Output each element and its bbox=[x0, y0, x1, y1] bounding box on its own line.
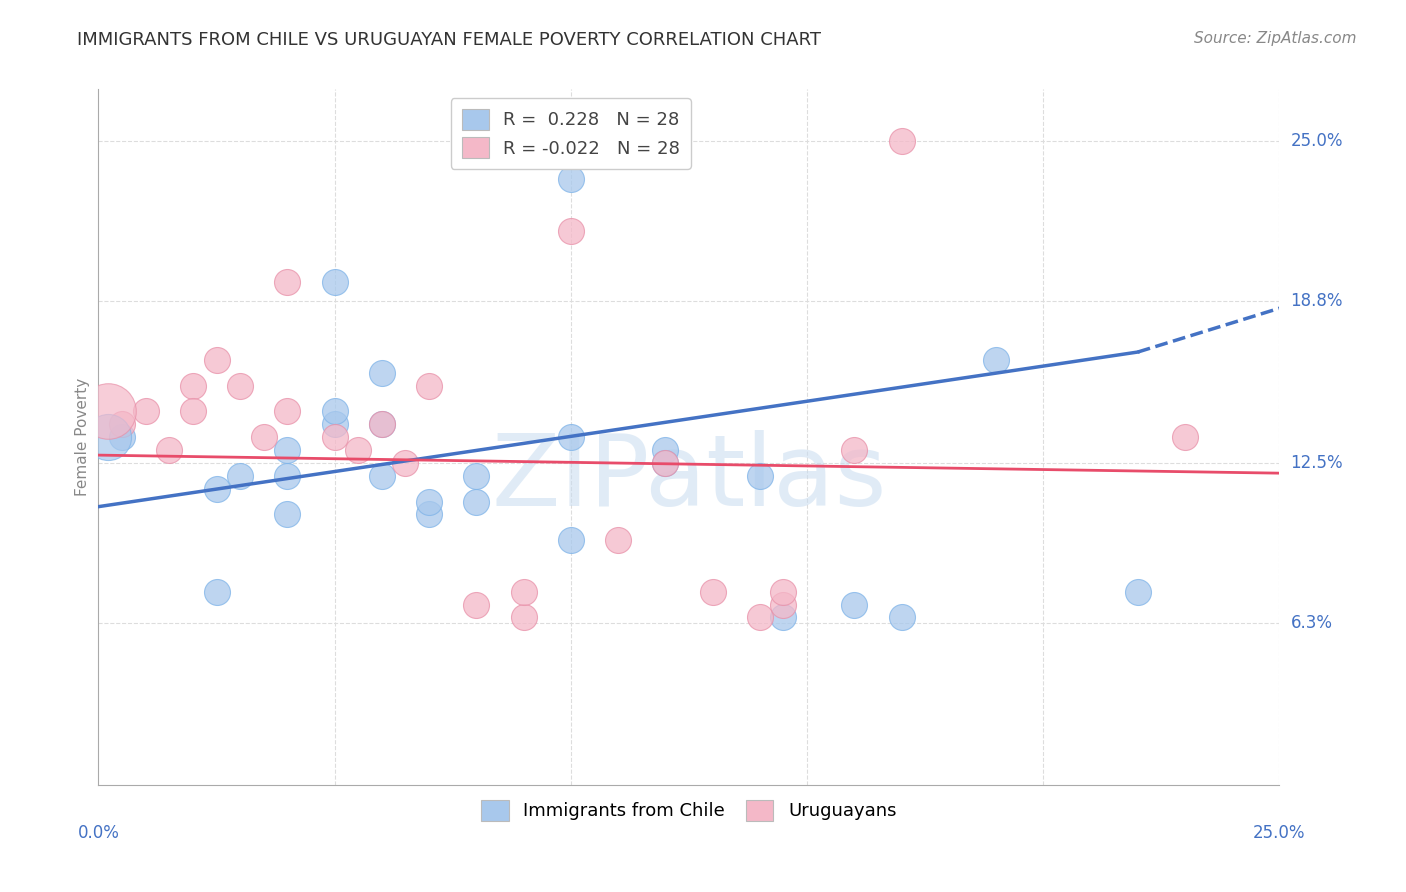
Point bbox=[111, 430, 134, 444]
Point bbox=[323, 430, 346, 444]
Point bbox=[276, 404, 298, 418]
Y-axis label: Female Poverty: Female Poverty bbox=[75, 378, 90, 496]
Point bbox=[512, 584, 534, 599]
Point bbox=[654, 442, 676, 457]
Text: Source: ZipAtlas.com: Source: ZipAtlas.com bbox=[1194, 31, 1357, 46]
Text: ZIPatlas: ZIPatlas bbox=[491, 430, 887, 527]
Point bbox=[229, 468, 252, 483]
Point bbox=[157, 442, 180, 457]
Point bbox=[97, 404, 120, 418]
Point bbox=[465, 494, 488, 508]
Point bbox=[1174, 430, 1197, 444]
Point bbox=[772, 598, 794, 612]
Point bbox=[181, 378, 204, 392]
Point bbox=[560, 224, 582, 238]
Text: 18.8%: 18.8% bbox=[1291, 292, 1343, 310]
Point bbox=[97, 430, 120, 444]
Text: 12.5%: 12.5% bbox=[1291, 454, 1343, 472]
Point bbox=[748, 468, 770, 483]
Text: 25.0%: 25.0% bbox=[1253, 824, 1306, 842]
Point bbox=[560, 430, 582, 444]
Point bbox=[276, 508, 298, 522]
Legend: Immigrants from Chile, Uruguayans: Immigrants from Chile, Uruguayans bbox=[474, 793, 904, 828]
Point bbox=[135, 404, 157, 418]
Point bbox=[560, 172, 582, 186]
Point bbox=[205, 482, 228, 496]
Point bbox=[844, 442, 866, 457]
Point bbox=[772, 610, 794, 624]
Point bbox=[371, 417, 394, 432]
Point bbox=[371, 417, 394, 432]
Point bbox=[229, 378, 252, 392]
Point bbox=[512, 610, 534, 624]
Point bbox=[205, 352, 228, 367]
Point bbox=[1126, 584, 1149, 599]
Point bbox=[276, 276, 298, 290]
Point bbox=[418, 508, 440, 522]
Point bbox=[654, 456, 676, 470]
Point bbox=[560, 533, 582, 548]
Point bbox=[890, 610, 912, 624]
Point bbox=[323, 404, 346, 418]
Text: 6.3%: 6.3% bbox=[1291, 614, 1333, 632]
Point bbox=[607, 533, 630, 548]
Point bbox=[323, 276, 346, 290]
Point bbox=[394, 456, 416, 470]
Point bbox=[181, 404, 204, 418]
Point bbox=[205, 584, 228, 599]
Point bbox=[371, 468, 394, 483]
Point bbox=[371, 366, 394, 380]
Point bbox=[465, 468, 488, 483]
Point bbox=[276, 468, 298, 483]
Point bbox=[748, 610, 770, 624]
Point bbox=[418, 378, 440, 392]
Point bbox=[890, 134, 912, 148]
Point bbox=[418, 494, 440, 508]
Point bbox=[772, 584, 794, 599]
Text: 25.0%: 25.0% bbox=[1291, 132, 1343, 150]
Point bbox=[465, 598, 488, 612]
Point bbox=[253, 430, 276, 444]
Point bbox=[347, 442, 370, 457]
Point bbox=[702, 584, 724, 599]
Point bbox=[844, 598, 866, 612]
Point bbox=[111, 417, 134, 432]
Point bbox=[323, 417, 346, 432]
Point bbox=[276, 442, 298, 457]
Text: IMMIGRANTS FROM CHILE VS URUGUAYAN FEMALE POVERTY CORRELATION CHART: IMMIGRANTS FROM CHILE VS URUGUAYAN FEMAL… bbox=[77, 31, 821, 49]
Point bbox=[654, 456, 676, 470]
Point bbox=[984, 352, 1007, 367]
Text: 0.0%: 0.0% bbox=[77, 824, 120, 842]
